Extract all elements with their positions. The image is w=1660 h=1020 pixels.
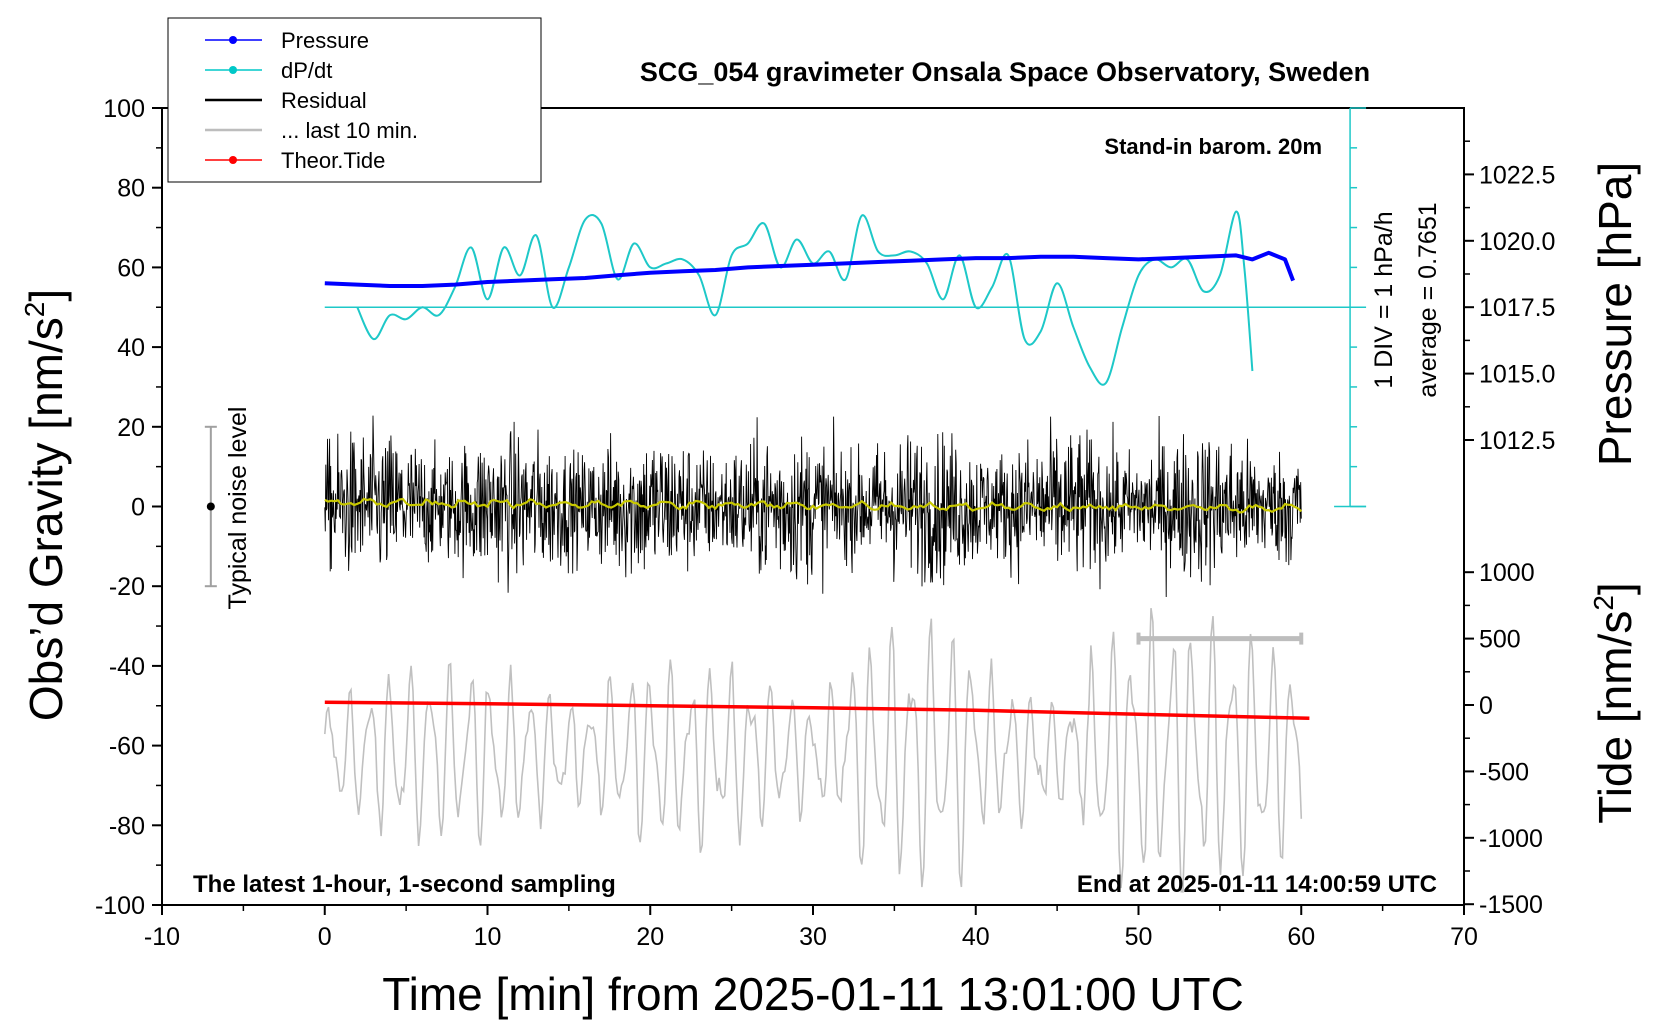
legend-marker	[229, 36, 237, 44]
x-tick-label: 70	[1450, 923, 1478, 951]
y-axis-label-tide-text: Tide [nm/s	[1589, 611, 1641, 824]
y-tick-label: 80	[117, 175, 145, 203]
tide-tick-label: -500	[1479, 758, 1529, 786]
series-layer	[324, 210, 1361, 893]
y-axis-label-left: Obs’d Gravity [nm/s2]	[19, 289, 72, 721]
residual-series-line	[324, 415, 1302, 598]
tide-tick-label: -1000	[1479, 825, 1543, 853]
y-tick-label: 0	[131, 494, 145, 522]
latest-sampling-label: The latest 1-hour, 1-second sampling	[193, 871, 616, 898]
dpdt-scale-bar	[1334, 107, 1367, 508]
legend-label: Pressure	[281, 28, 369, 53]
residual-smoothed-line	[324, 497, 1303, 514]
dpdt-series-line	[356, 210, 1254, 386]
y-tick-label: -40	[109, 653, 145, 681]
y-tick-label: 60	[117, 254, 145, 282]
end-time-label: End at 2025-01-11 14:00:59 UTC	[1077, 871, 1437, 898]
x-tick-label: 30	[799, 923, 827, 951]
y-tick-label: -80	[109, 812, 145, 840]
x-tick-label: 10	[474, 923, 502, 951]
pressure-series-line	[324, 250, 1295, 288]
pressure-tick-label: 1012.5	[1479, 427, 1555, 455]
y-axis-label-tide-tail: ]	[1589, 582, 1641, 595]
legend-label: Theor.Tide	[281, 148, 385, 173]
tide-tick-label: -1500	[1479, 891, 1543, 919]
x-axis: -10 0 10 20 30 40 50 60 70	[144, 905, 1478, 951]
noise-level-bar	[204, 425, 217, 588]
legend-marker	[229, 156, 237, 164]
y-axis-label-left-text: Obs’d Gravity [nm/s	[20, 317, 72, 721]
y-tick-label: 40	[117, 334, 145, 362]
x-tick-label: 0	[318, 923, 332, 951]
dpdt-div-label: 1 DIV = 1 hPa/h	[1370, 211, 1398, 388]
legend-label: dP/dt	[281, 58, 332, 83]
pressure-tick-label: 1017.5	[1479, 294, 1555, 322]
y-axis-tide: 1000 500 0 -500 -1000 -1500	[1464, 559, 1543, 919]
tide-tick-label: 500	[1479, 626, 1521, 654]
y-axis-pressure: 1022.5 1020.0 1017.5 1015.0 1012.5	[1464, 140, 1555, 455]
legend-label: ... last 10 min.	[281, 118, 418, 143]
x-tick-label: 50	[1125, 923, 1153, 951]
x-axis-label: Time [min] from 2025-01-11 13:01:00 UTC	[382, 968, 1244, 1020]
y-axis-label-left-sup: 2	[19, 302, 50, 318]
y-tick-label: -20	[109, 573, 145, 601]
y-tick-label: 100	[103, 95, 145, 123]
y-axis-label-pressure: Pressure [hPa]	[1589, 162, 1641, 466]
tide-tick-label: 1000	[1479, 559, 1535, 587]
chart-title: SCG_054 gravimeter Onsala Space Observat…	[640, 57, 1370, 87]
legend-marker	[229, 66, 237, 74]
y-axis-label-left-tail: ]	[20, 289, 72, 302]
y-tick-label: -60	[109, 733, 145, 761]
x-tick-label: -10	[144, 923, 180, 951]
x-tick-label: 40	[962, 923, 990, 951]
pressure-tick-label: 1022.5	[1479, 161, 1555, 189]
y-axis-label-tide: Tide [nm/s2]	[1588, 582, 1641, 823]
last10-series-line	[324, 607, 1303, 893]
stand-in-barometer-label: Stand-in barom. 20m	[1104, 134, 1322, 159]
legend: Pressure dP/dt Residual ... last 10 min. The…	[167, 17, 542, 183]
dpdt-average-label: average = 0.7651	[1414, 202, 1442, 397]
pressure-tick-label: 1015.0	[1479, 361, 1555, 389]
y-tick-label: -100	[95, 892, 145, 920]
x-tick-label: 60	[1287, 923, 1315, 951]
y-axis-label-tide-sup: 2	[1588, 595, 1619, 611]
pressure-tick-label: 1020.0	[1479, 228, 1555, 256]
legend-label: Residual	[281, 88, 367, 113]
tide-series-line	[324, 700, 1310, 721]
x-tick-label: 20	[636, 923, 664, 951]
tide-tick-label: 0	[1479, 692, 1493, 720]
noise-level-label: Typical noise level	[224, 407, 252, 610]
noise-bar-center	[206, 502, 215, 511]
y-tick-label: 20	[117, 414, 145, 442]
y-axis-gravity: 100 80 60 40 20 0 -20 -40 -60 -80 -100	[95, 95, 162, 920]
